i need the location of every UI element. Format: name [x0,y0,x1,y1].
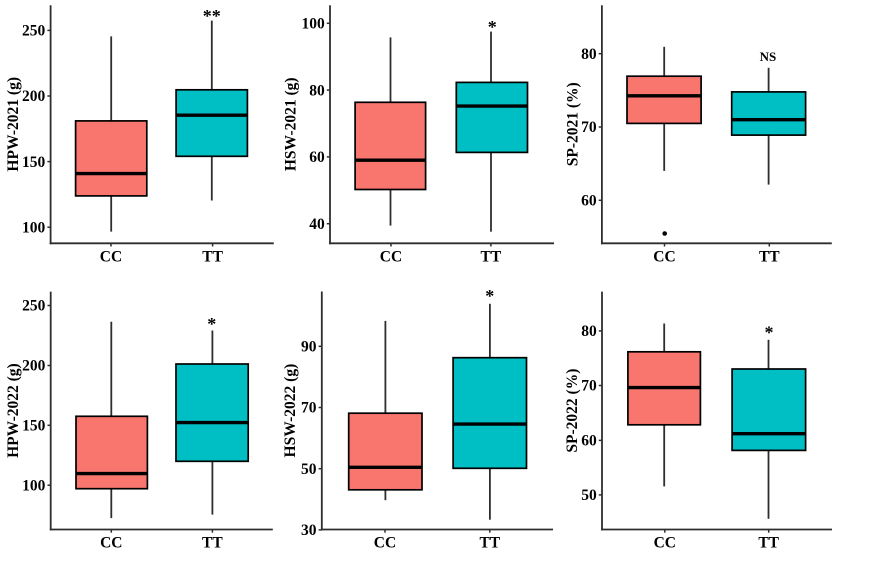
svg-text:HPW-2022 (g): HPW-2022 (g) [5,363,22,458]
svg-text:SP-2021 (%): SP-2021 (%) [565,82,582,166]
svg-text:50: 50 [581,487,597,504]
svg-text:60: 60 [309,149,325,166]
svg-text:TT: TT [479,534,500,551]
svg-text:40: 40 [309,216,325,233]
svg-text:**: ** [203,6,221,26]
svg-text:80: 80 [581,46,597,63]
svg-text:CC: CC [654,534,676,551]
svg-text:TT: TT [759,249,780,266]
svg-text:TT: TT [481,249,502,266]
svg-text:80: 80 [309,82,325,99]
svg-text:CC: CC [374,534,396,551]
svg-text:150: 150 [22,418,46,435]
svg-text:60: 60 [581,193,597,210]
svg-text:150: 150 [22,154,46,171]
svg-text:TT: TT [202,249,223,266]
svg-text:HSW-2022 (g): HSW-2022 (g) [282,364,299,458]
svg-text:HPW-2021 (g): HPW-2021 (g) [5,77,22,172]
svg-text:90: 90 [301,339,317,356]
svg-text:250: 250 [22,23,46,40]
svg-text:*: * [488,17,497,37]
svg-text:CC: CC [100,534,122,551]
svg-text:70: 70 [301,400,317,417]
svg-text:60: 60 [581,433,597,450]
svg-text:*: * [485,286,494,306]
svg-text:50: 50 [301,461,317,478]
svg-text:100: 100 [22,219,46,236]
svg-text:*: * [207,314,216,334]
svg-text:70: 70 [581,119,597,136]
svg-text:200: 200 [22,358,46,375]
svg-text:100: 100 [22,477,46,494]
svg-text:SP-2022 (%): SP-2022 (%) [564,369,581,453]
svg-text:TT: TT [758,534,779,551]
svg-text:CC: CC [380,249,402,266]
svg-text:TT: TT [202,534,223,551]
svg-text:100: 100 [301,16,325,33]
svg-text:200: 200 [22,88,46,105]
svg-text:30: 30 [301,522,317,539]
svg-text:NS: NS [760,49,777,64]
svg-text:80: 80 [581,323,597,340]
svg-text:CC: CC [100,249,122,266]
svg-text:HSW-2021 (g): HSW-2021 (g) [283,77,300,171]
svg-text:70: 70 [581,378,597,395]
svg-text:CC: CC [653,249,675,266]
svg-text:250: 250 [22,298,46,315]
svg-text:*: * [765,323,774,343]
